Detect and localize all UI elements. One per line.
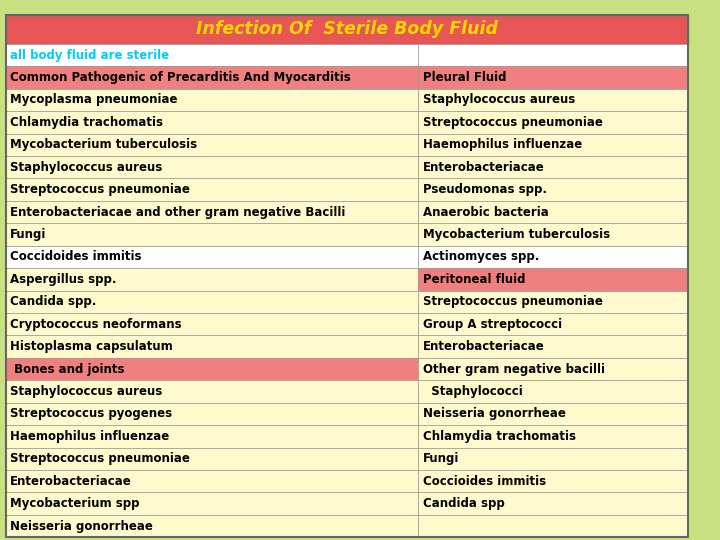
Text: Infection Of  Sterile Body Fluid: Infection Of Sterile Body Fluid <box>196 21 498 38</box>
Bar <box>418 178 688 201</box>
Text: Streptococcus pyogenes: Streptococcus pyogenes <box>10 408 172 421</box>
Bar <box>418 380 688 403</box>
Bar <box>418 403 688 425</box>
Bar <box>418 358 688 380</box>
Bar <box>6 380 418 403</box>
Bar <box>6 291 418 313</box>
Bar <box>6 111 418 133</box>
Text: Enterobacteriacae: Enterobacteriacae <box>423 161 545 174</box>
Bar <box>6 515 418 537</box>
Text: Chlamydia trachomatis: Chlamydia trachomatis <box>423 430 576 443</box>
Text: Mycobacterium spp: Mycobacterium spp <box>10 497 140 510</box>
Text: all body fluid are sterile: all body fluid are sterile <box>10 49 169 62</box>
Text: Streptococcus pneumoniae: Streptococcus pneumoniae <box>423 116 603 129</box>
Bar <box>6 15 688 44</box>
Bar <box>6 223 418 246</box>
Text: Streptococcus pneumoniae: Streptococcus pneumoniae <box>10 183 190 196</box>
Bar <box>418 470 688 492</box>
Text: Mycobacterium tuberculosis: Mycobacterium tuberculosis <box>423 228 611 241</box>
Bar <box>418 448 688 470</box>
Text: Fungi: Fungi <box>423 453 459 465</box>
Bar <box>6 66 418 89</box>
Bar <box>6 133 418 156</box>
Text: Cryptococcus neoformans: Cryptococcus neoformans <box>10 318 181 330</box>
Text: Candida spp.: Candida spp. <box>10 295 96 308</box>
Text: Mycoplasma pneumoniae: Mycoplasma pneumoniae <box>10 93 178 106</box>
Text: Staphylococci: Staphylococci <box>423 385 523 398</box>
Bar <box>418 66 688 89</box>
Bar <box>6 492 418 515</box>
Bar <box>418 89 688 111</box>
Bar <box>6 268 418 291</box>
Text: Staphylococcus aureus: Staphylococcus aureus <box>423 93 575 106</box>
Bar <box>6 358 418 380</box>
Bar <box>6 335 418 358</box>
Bar <box>418 156 688 178</box>
Text: Staphylococcus aureus: Staphylococcus aureus <box>10 161 162 174</box>
Text: Histoplasma capsulatum: Histoplasma capsulatum <box>10 340 173 353</box>
Bar <box>6 44 418 66</box>
Bar <box>6 156 418 178</box>
Bar <box>418 515 688 537</box>
Bar <box>418 133 688 156</box>
Text: Enterobacteriacae: Enterobacteriacae <box>423 340 545 353</box>
Bar <box>418 268 688 291</box>
Text: Group A streptococci: Group A streptococci <box>423 318 562 330</box>
Bar <box>6 313 418 335</box>
Text: Coccidoides immitis: Coccidoides immitis <box>10 251 142 264</box>
Text: Aspergillus spp.: Aspergillus spp. <box>10 273 117 286</box>
Bar <box>418 291 688 313</box>
Bar <box>418 335 688 358</box>
Text: Neisseria gonorrheae: Neisseria gonorrheae <box>423 408 566 421</box>
Bar <box>418 111 688 133</box>
Text: Common Pathogenic of Precarditis And Myocarditis: Common Pathogenic of Precarditis And Myo… <box>10 71 351 84</box>
Bar <box>418 246 688 268</box>
Bar <box>6 448 418 470</box>
Bar <box>418 44 688 66</box>
Text: Enterobacteriacae: Enterobacteriacae <box>10 475 132 488</box>
Bar <box>418 425 688 448</box>
Bar <box>418 223 688 246</box>
Text: Haemophilus influenzae: Haemophilus influenzae <box>10 430 169 443</box>
Bar <box>418 492 688 515</box>
Bar <box>6 470 418 492</box>
Bar <box>6 89 418 111</box>
Text: Anaerobic bacteria: Anaerobic bacteria <box>423 206 549 219</box>
Text: Actinomyces spp.: Actinomyces spp. <box>423 251 540 264</box>
Text: Other gram negative bacilli: Other gram negative bacilli <box>423 362 606 376</box>
Bar <box>6 403 418 425</box>
Text: Bones and joints: Bones and joints <box>10 362 125 376</box>
Text: Pleural Fluid: Pleural Fluid <box>423 71 507 84</box>
Text: Fungi: Fungi <box>10 228 47 241</box>
Text: Streptococcus pneumoniae: Streptococcus pneumoniae <box>423 295 603 308</box>
Bar <box>6 178 418 201</box>
Text: Enterobacteriacae and other gram negative Bacilli: Enterobacteriacae and other gram negativ… <box>10 206 346 219</box>
Bar <box>6 246 418 268</box>
Text: Streptococcus pneumoniae: Streptococcus pneumoniae <box>10 453 190 465</box>
Text: Staphylococcus aureus: Staphylococcus aureus <box>10 385 162 398</box>
Bar <box>6 201 418 223</box>
Text: Mycobacterium tuberculosis: Mycobacterium tuberculosis <box>10 138 197 151</box>
Text: Haemophilus influenzae: Haemophilus influenzae <box>423 138 582 151</box>
Text: Peritoneal fluid: Peritoneal fluid <box>423 273 526 286</box>
Bar <box>418 201 688 223</box>
Text: Pseudomonas spp.: Pseudomonas spp. <box>423 183 547 196</box>
Text: Chlamydia trachomatis: Chlamydia trachomatis <box>10 116 163 129</box>
Text: Candida spp: Candida spp <box>423 497 505 510</box>
Bar <box>418 313 688 335</box>
Text: Coccioides immitis: Coccioides immitis <box>423 475 546 488</box>
Bar <box>6 425 418 448</box>
Text: Neisseria gonorrheae: Neisseria gonorrheae <box>10 519 153 532</box>
